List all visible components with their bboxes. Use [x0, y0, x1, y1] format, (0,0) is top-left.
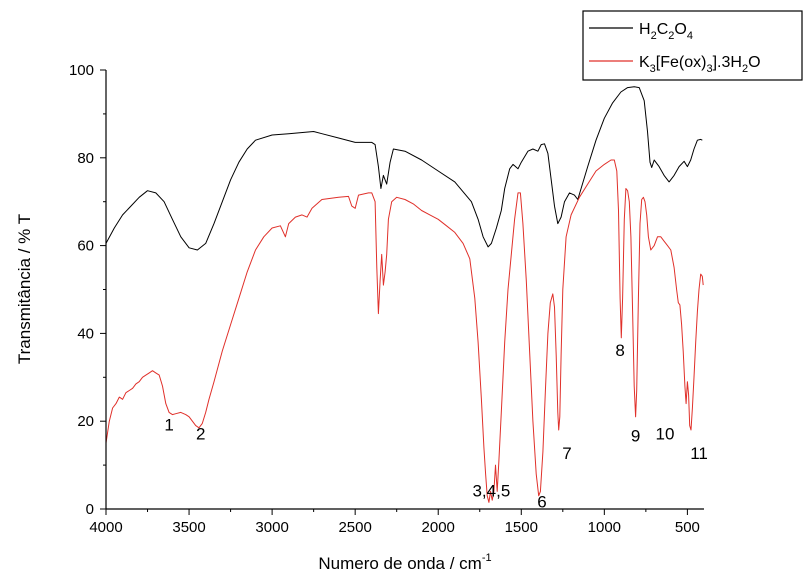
x-tick-label: 3500 [172, 519, 205, 536]
x-tick-label: 1000 [588, 519, 621, 536]
y-tick-label: 20 [77, 413, 94, 430]
peak-label: 9 [631, 427, 640, 446]
peak-label: 3,4,5 [472, 481, 510, 500]
series-line-1 [105, 159, 704, 503]
series-line-0 [105, 86, 703, 251]
legend-box [582, 10, 803, 81]
legend: H2C2O4 K3[Fe(ox)3].3H2O [582, 10, 803, 81]
peak-label: 6 [537, 492, 546, 511]
peak-label: 2 [196, 424, 205, 443]
y-tick-label: 80 [77, 150, 94, 167]
x-tick-label: 3000 [255, 519, 288, 536]
legend-label-1: K3[Fe(ox)3].3H2O [639, 54, 761, 75]
peak-label: 1 [164, 416, 173, 435]
x-tick-label: 4000 [89, 519, 122, 536]
y-tick-label: 40 [77, 325, 94, 342]
x-tick-label: 500 [675, 519, 700, 536]
x-tick-label: 1500 [505, 519, 538, 536]
y-tick-label: 100 [69, 62, 94, 79]
x-axis-title-text: Numero de onda / cm [318, 554, 481, 573]
y-axis-title: Transmitância / % T [15, 214, 34, 364]
legend-label-0: H2C2O4 [639, 21, 693, 42]
y-tick-label: 0 [86, 501, 94, 518]
x-axis-title: Numero de onda / cm-1 [318, 552, 491, 573]
x-tick-label: 2500 [338, 519, 371, 536]
peak-annotations: 1 2 3,4,5 6 7 8 9 10 11 [164, 341, 707, 511]
peak-label: 8 [615, 341, 624, 360]
peak-label: 7 [562, 444, 571, 463]
x-tick-label: 2000 [422, 519, 455, 536]
peak-label: 11 [690, 444, 708, 463]
series-layer [105, 86, 704, 503]
y-tick-label: 60 [77, 238, 94, 255]
peak-label: 10 [656, 424, 675, 443]
axes-layer: 4000 3500 3000 2500 2000 1500 1000 500 0 20 40 60 80… [69, 62, 704, 536]
x-axis-title-exponent: -1 [482, 552, 492, 564]
